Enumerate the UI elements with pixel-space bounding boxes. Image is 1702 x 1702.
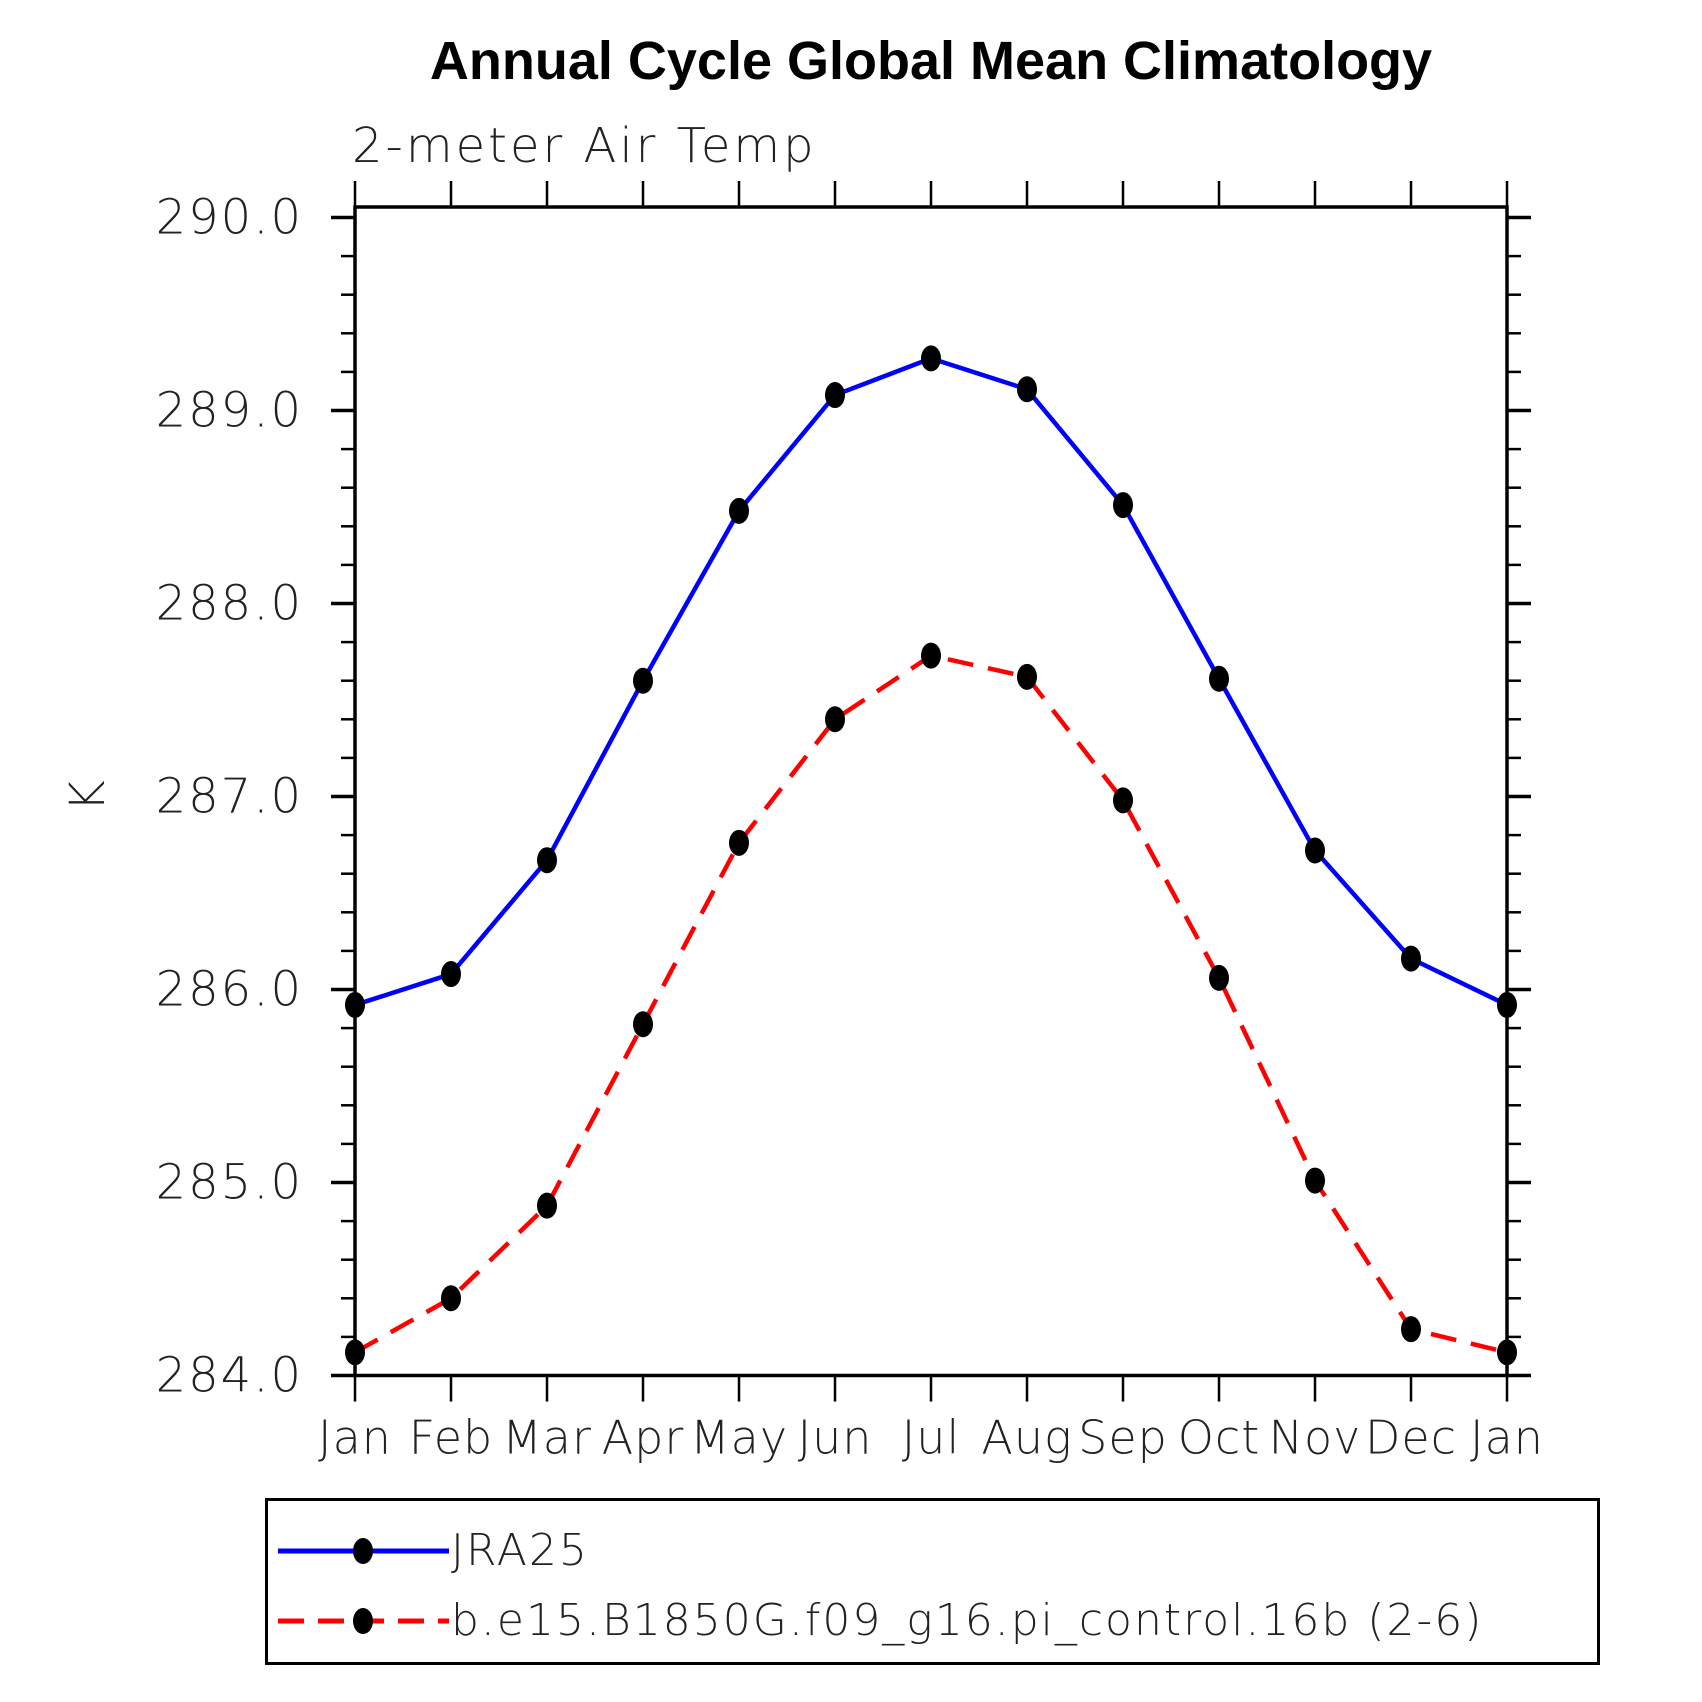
legend-line-sample-jra25	[278, 1538, 449, 1564]
y-tick-label: 284.0	[156, 1348, 303, 1404]
series-model-point-Apr-3	[633, 1011, 653, 1038]
y-tick-label: 287.0	[156, 769, 303, 825]
series-model-point-Mar-2	[537, 1192, 557, 1219]
x-tick-label: Feb	[409, 1411, 493, 1465]
series-jra25-point-May-4	[729, 497, 749, 524]
legend-marker-dot	[353, 1538, 373, 1564]
series-model-point-Sep-8	[1113, 787, 1133, 814]
series-model-point-Feb-1	[441, 1285, 461, 1312]
x-tick-label: Jan	[1470, 1411, 1544, 1465]
x-tick-label: May	[690, 1411, 788, 1465]
x-tick-label: Apr	[602, 1411, 685, 1465]
series-model-point-Jan-0	[345, 1339, 365, 1366]
chart-subtitle: 2-meter Air Temp	[352, 118, 817, 174]
plot-box	[353, 205, 1509, 1378]
series-jra25-point-Jan-0	[345, 991, 365, 1018]
series-model-point-Jan-12	[1497, 1339, 1517, 1366]
y-tick-label: 288.0	[156, 576, 303, 632]
x-tick-label: Mar	[502, 1411, 592, 1465]
x-tick-label: Nov	[1269, 1411, 1362, 1465]
series-jra25-point-Dec-11	[1401, 945, 1421, 972]
series-model-point-Aug-7	[1017, 663, 1037, 690]
series-jra25-point-Feb-1	[441, 961, 461, 988]
legend-row-jra25: JRA25	[276, 1526, 589, 1576]
y-tick-label: 285.0	[156, 1155, 303, 1211]
legend-box: JRA25 b.e15.B1850G.f09_g16.pi_control.16…	[265, 1498, 1600, 1665]
x-tick-label: Aug	[981, 1411, 1072, 1465]
x-tick-label: Jun	[798, 1411, 873, 1465]
x-tick-label: Jul	[902, 1411, 961, 1465]
series-jra25-point-Apr-3	[633, 667, 653, 694]
series-jra25-point-Jul-6	[921, 345, 941, 372]
series-jra25-point-Sep-8	[1113, 492, 1133, 519]
legend-label-jra25: JRA25	[451, 1525, 589, 1576]
series-model-point-Jun-5	[825, 706, 845, 733]
page-title: Annual Cycle Global Mean Climatology	[429, 31, 1433, 91]
series-model-point-Dec-11	[1401, 1316, 1421, 1343]
series-model-line	[353, 653, 1508, 1355]
x-tick-label: Sep	[1078, 1411, 1168, 1465]
y-tick-label: 290.0	[156, 190, 303, 246]
series-model-point-Nov-10	[1305, 1167, 1325, 1194]
x-tick-label: Dec	[1365, 1411, 1457, 1465]
series-jra25-point-Jun-5	[825, 382, 845, 409]
series-model-point-Oct-9	[1209, 964, 1229, 991]
legend-marker-dot	[353, 1608, 373, 1634]
legend-label-model: b.e15.B1850G.f09_g16.pi_control.16b (2-6…	[451, 1595, 1484, 1646]
x-tick-label: Oct	[1178, 1411, 1261, 1465]
y-tick-label: 286.0	[156, 962, 303, 1018]
series-jra25-point-Oct-9	[1209, 665, 1229, 692]
series-jra25-point-Aug-7	[1017, 376, 1037, 403]
series-model-point-Jul-6	[921, 642, 941, 669]
legend-row-model: b.e15.B1850G.f09_g16.pi_control.16b (2-6…	[276, 1596, 1483, 1646]
series-jra25-point-Jan-12	[1497, 991, 1517, 1018]
x-tick-label: Jan	[318, 1411, 392, 1465]
series-jra25-line	[354, 356, 1508, 1008]
legend-line-sample-model	[278, 1608, 449, 1634]
series-model-point-May-4	[729, 829, 749, 856]
series-jra25-point-Mar-2	[537, 847, 557, 874]
y-tick-label: 289.0	[156, 383, 303, 439]
series-jra25-point-Nov-10	[1305, 837, 1325, 864]
